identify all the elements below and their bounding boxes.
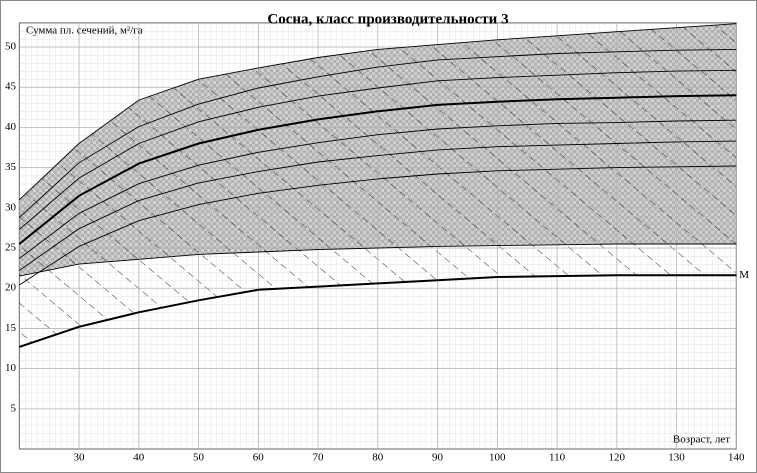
x-tick-label: 90 bbox=[432, 452, 444, 464]
y-tick-label: 35 bbox=[5, 161, 17, 173]
line bbox=[18, 48, 737, 218]
line bbox=[18, 274, 737, 348]
y-tick-label: 50 bbox=[5, 41, 17, 53]
y-tick-label: 40 bbox=[5, 121, 17, 133]
x-tick-label: 70 bbox=[313, 452, 325, 464]
line bbox=[18, 23, 737, 201]
annotation: M bbox=[739, 269, 749, 281]
x-tick-label: 30 bbox=[74, 452, 86, 464]
x-tick-label: 130 bbox=[668, 452, 685, 464]
y-tick-label: 45 bbox=[5, 81, 17, 93]
y-tick-label: 5 bbox=[11, 402, 17, 414]
y-tick-label: 30 bbox=[5, 201, 17, 213]
y-tick-label: 15 bbox=[5, 322, 17, 334]
line bbox=[19, 243, 737, 277]
x-axis-label: Возраст, лет bbox=[673, 434, 730, 446]
y-tick-label: 20 bbox=[5, 282, 17, 294]
x-tick-label: 40 bbox=[133, 452, 145, 464]
y-tick-label: 10 bbox=[5, 362, 17, 374]
line bbox=[18, 94, 737, 245]
x-tick-label: 80 bbox=[372, 452, 384, 464]
line bbox=[19, 119, 737, 259]
line bbox=[19, 69, 737, 230]
y-tick-label: 25 bbox=[5, 242, 17, 254]
y-axis-label: Сумма пл. сечений, м²/га bbox=[26, 25, 143, 37]
x-tick-label: 60 bbox=[253, 452, 265, 464]
x-tick-label: 140 bbox=[728, 452, 745, 464]
x-tick-label: 110 bbox=[549, 452, 566, 464]
x-tick-label: 50 bbox=[193, 452, 205, 464]
line bbox=[19, 140, 737, 271]
line bbox=[19, 165, 737, 286]
chart-title: Сосна, класс производительности 3 bbox=[267, 11, 508, 27]
x-tick-label: 120 bbox=[609, 452, 626, 464]
x-tick-label: 100 bbox=[489, 452, 506, 464]
